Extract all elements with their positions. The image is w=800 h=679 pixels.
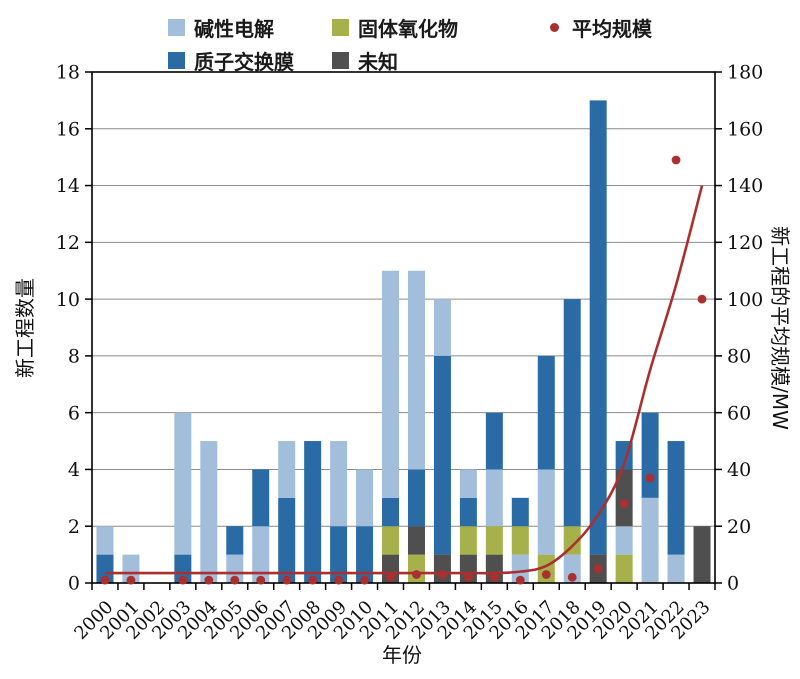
svg-text:160: 160: [727, 118, 763, 140]
svg-text:60: 60: [727, 402, 751, 424]
average-size-dot-icon: [550, 23, 559, 32]
legend-item-alkaline: 碱性电解: [168, 13, 332, 42]
pem-swatch-icon: [168, 52, 185, 69]
plot-area: 0246810121416180204060801001201401601802…: [56, 62, 763, 644]
svg-text:4: 4: [68, 459, 80, 481]
svg-text:10: 10: [56, 289, 80, 311]
svg-text:180: 180: [727, 62, 763, 84]
legend-label-alkaline: 碱性电解: [194, 17, 274, 41]
svg-text:0: 0: [727, 573, 739, 595]
svg-text:6: 6: [68, 402, 80, 424]
y-axis-right-title: 新工程的平均规模/MW: [768, 226, 792, 430]
legend-label-unknown: 未知: [358, 50, 398, 74]
svg-text:14: 14: [56, 175, 80, 197]
svg-text:40: 40: [727, 459, 751, 481]
legend-item-unknown: 未知: [332, 46, 546, 75]
svg-text:18: 18: [56, 62, 80, 84]
legend-label-solid-oxide: 固体氧化物: [358, 17, 458, 41]
unknown-swatch-icon: [332, 52, 349, 69]
legend-item-pem: 质子交换膜: [168, 46, 332, 75]
solid-oxide-swatch-icon: [332, 19, 349, 36]
x-axis-title: 年份: [382, 643, 422, 667]
legend: 碱性电解 固体氧化物 平均规模 质子交换膜 未知: [168, 13, 652, 75]
svg-text:80: 80: [727, 346, 751, 368]
svg-text:8: 8: [68, 346, 80, 368]
svg-text:16: 16: [56, 118, 80, 140]
svg-text:0: 0: [68, 573, 80, 595]
svg-text:20: 20: [727, 516, 751, 538]
legend-label-pem: 质子交换膜: [194, 50, 294, 74]
y-axis-left-title: 新工程数量: [13, 278, 37, 378]
alkaline-swatch-icon: [168, 19, 185, 36]
svg-text:2: 2: [68, 516, 80, 538]
legend-label-average-size: 平均规模: [572, 17, 652, 41]
svg-text:140: 140: [727, 175, 763, 197]
svg-text:100: 100: [727, 289, 763, 311]
legend-item-average-size: 平均规模: [546, 13, 652, 42]
svg-text:120: 120: [727, 232, 763, 254]
legend-item-solid-oxide: 固体氧化物: [332, 13, 546, 42]
svg-text:12: 12: [56, 232, 80, 254]
